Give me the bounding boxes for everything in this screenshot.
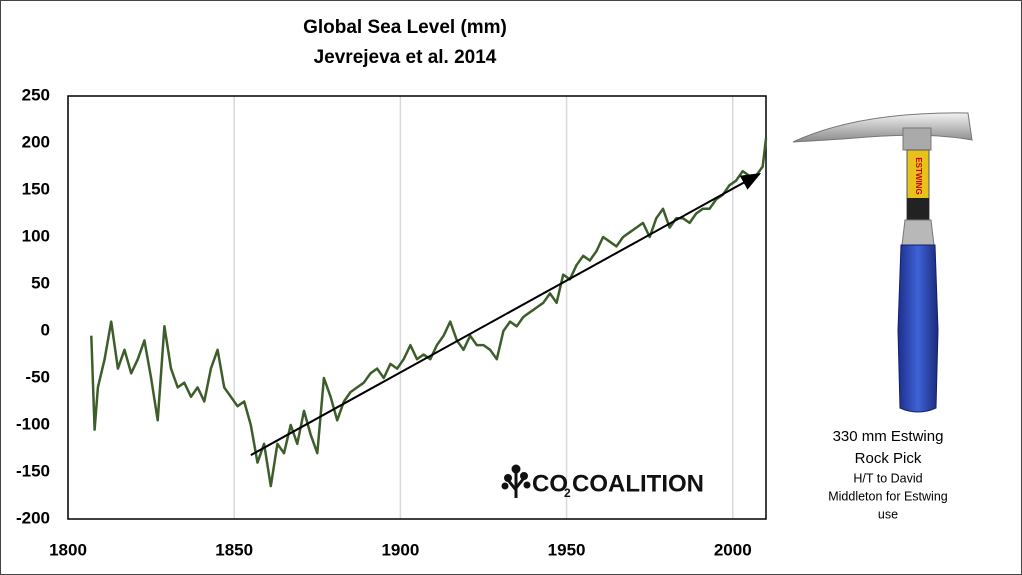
plot-frame — [67, 95, 767, 520]
y-tick-label: 200 — [22, 132, 50, 151]
y-tick-label: 150 — [22, 179, 50, 198]
y-tick-label: -150 — [16, 461, 50, 480]
credit-line: H/T to David — [853, 471, 922, 485]
logo-subscript: 2 — [564, 486, 571, 500]
y-tick-label: 0 — [41, 320, 50, 339]
trend-line — [250, 173, 762, 456]
logo-text: COALITION — [572, 470, 704, 497]
hammer-image: ESTWING — [792, 112, 973, 413]
x-tick-label: 1800 — [49, 540, 87, 559]
y-tick-label: -200 — [16, 508, 50, 527]
chart-title: Global Sea Level (mm) — [303, 17, 507, 38]
y-tick-label: 250 — [22, 85, 50, 104]
x-tick-label: 1900 — [381, 540, 419, 559]
logo-text: CO — [532, 470, 568, 497]
x-tick-label: 2000 — [714, 540, 752, 559]
y-tick-label: 50 — [31, 273, 50, 292]
y-tick-label: -50 — [25, 367, 50, 386]
x-tick-label: 1850 — [215, 540, 253, 559]
y-tick-label: 100 — [22, 226, 50, 245]
hammer-label: ESTWING — [914, 157, 923, 194]
credit-line: use — [878, 507, 898, 521]
logo: CO 2 COALITION — [501, 464, 704, 500]
chart-subtitle: Jevrejeva et al. 2014 — [314, 47, 497, 68]
y-tick-label: -100 — [16, 414, 50, 433]
x-tick-label: 1950 — [548, 540, 586, 559]
credit-line: Middleton for Estwing — [828, 489, 948, 503]
caption-line: Rock Pick — [855, 450, 922, 467]
caption-line: 330 mm Estwing — [833, 428, 944, 445]
